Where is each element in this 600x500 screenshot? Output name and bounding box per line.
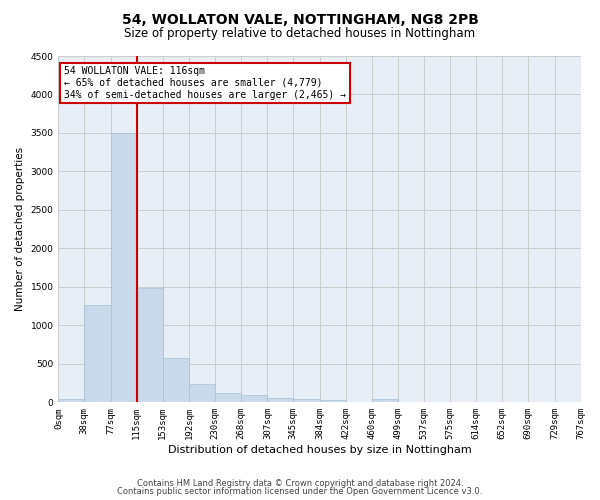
- Bar: [189, 384, 215, 402]
- Bar: [371, 399, 398, 402]
- Bar: [84, 304, 111, 402]
- Text: Contains public sector information licensed under the Open Government Licence v3: Contains public sector information licen…: [118, 487, 482, 496]
- Bar: [293, 400, 320, 402]
- X-axis label: Distribution of detached houses by size in Nottingham: Distribution of detached houses by size …: [167, 445, 472, 455]
- Bar: [268, 398, 293, 402]
- Bar: [137, 288, 163, 403]
- Bar: [241, 396, 268, 402]
- Text: Size of property relative to detached houses in Nottingham: Size of property relative to detached ho…: [124, 28, 476, 40]
- Text: 54, WOLLATON VALE, NOTTINGHAM, NG8 2PB: 54, WOLLATON VALE, NOTTINGHAM, NG8 2PB: [122, 12, 478, 26]
- Text: Contains HM Land Registry data © Crown copyright and database right 2024.: Contains HM Land Registry data © Crown c…: [137, 478, 463, 488]
- Bar: [163, 358, 189, 403]
- Bar: [58, 399, 84, 402]
- Y-axis label: Number of detached properties: Number of detached properties: [15, 147, 25, 311]
- Bar: [215, 394, 241, 402]
- Bar: [320, 400, 346, 402]
- Text: 54 WOLLATON VALE: 116sqm
← 65% of detached houses are smaller (4,779)
34% of sem: 54 WOLLATON VALE: 116sqm ← 65% of detach…: [64, 66, 346, 100]
- Bar: [111, 133, 137, 402]
